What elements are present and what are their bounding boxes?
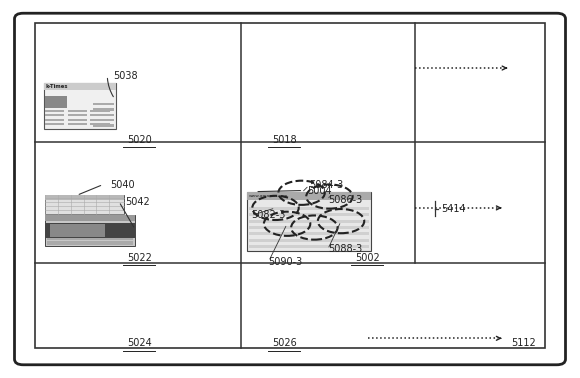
Bar <box>45 215 135 221</box>
Text: 5042: 5042 <box>125 197 150 207</box>
Bar <box>249 232 369 235</box>
Text: 5082-3: 5082-3 <box>251 211 285 220</box>
Bar <box>68 114 87 116</box>
FancyBboxPatch shape <box>14 13 566 365</box>
Bar <box>50 224 105 237</box>
Text: 5414: 5414 <box>441 204 465 214</box>
Bar <box>93 114 114 116</box>
Bar <box>249 239 369 242</box>
Bar <box>246 192 371 251</box>
Bar <box>44 83 116 90</box>
Bar <box>45 96 67 108</box>
Bar <box>90 110 110 112</box>
Bar <box>90 119 110 121</box>
Bar <box>47 243 133 245</box>
Text: www.amazon.com: www.amazon.com <box>249 194 288 198</box>
Bar <box>249 226 369 229</box>
Text: 5004: 5004 <box>307 186 332 196</box>
Bar <box>90 114 110 116</box>
Text: 5040: 5040 <box>110 180 135 190</box>
Bar <box>68 119 87 121</box>
Bar <box>44 83 116 129</box>
Text: 5088-3: 5088-3 <box>328 245 362 254</box>
Text: 5020: 5020 <box>127 135 151 145</box>
Bar <box>93 124 114 127</box>
Bar <box>45 215 135 246</box>
Bar <box>68 123 87 125</box>
Text: 5026: 5026 <box>272 338 296 348</box>
Text: 5112: 5112 <box>512 338 536 348</box>
Bar <box>45 119 64 121</box>
Bar <box>47 238 133 240</box>
Bar <box>45 114 64 116</box>
Text: 5024: 5024 <box>127 338 151 348</box>
Text: 5090-3: 5090-3 <box>269 257 303 266</box>
Bar <box>246 192 371 200</box>
Text: 5084-3: 5084-3 <box>309 180 343 190</box>
Text: 5018: 5018 <box>272 135 296 145</box>
Bar <box>93 108 114 111</box>
Bar <box>45 223 135 238</box>
Text: 5038: 5038 <box>113 71 137 81</box>
Bar <box>35 23 545 348</box>
Bar <box>249 245 369 248</box>
Bar <box>249 207 369 210</box>
Bar <box>90 123 110 125</box>
Text: 5086-3: 5086-3 <box>328 195 362 205</box>
Text: k-Times: k-Times <box>46 84 68 89</box>
Bar <box>47 241 133 243</box>
Bar <box>249 220 369 223</box>
Bar <box>45 195 124 214</box>
Bar <box>93 103 114 105</box>
Bar <box>45 123 64 125</box>
Bar <box>249 213 369 216</box>
Bar <box>45 195 124 200</box>
Bar <box>68 110 87 112</box>
Bar <box>45 110 64 112</box>
Text: 5022: 5022 <box>127 253 151 263</box>
Bar <box>93 119 114 121</box>
Text: 5002: 5002 <box>355 253 379 263</box>
